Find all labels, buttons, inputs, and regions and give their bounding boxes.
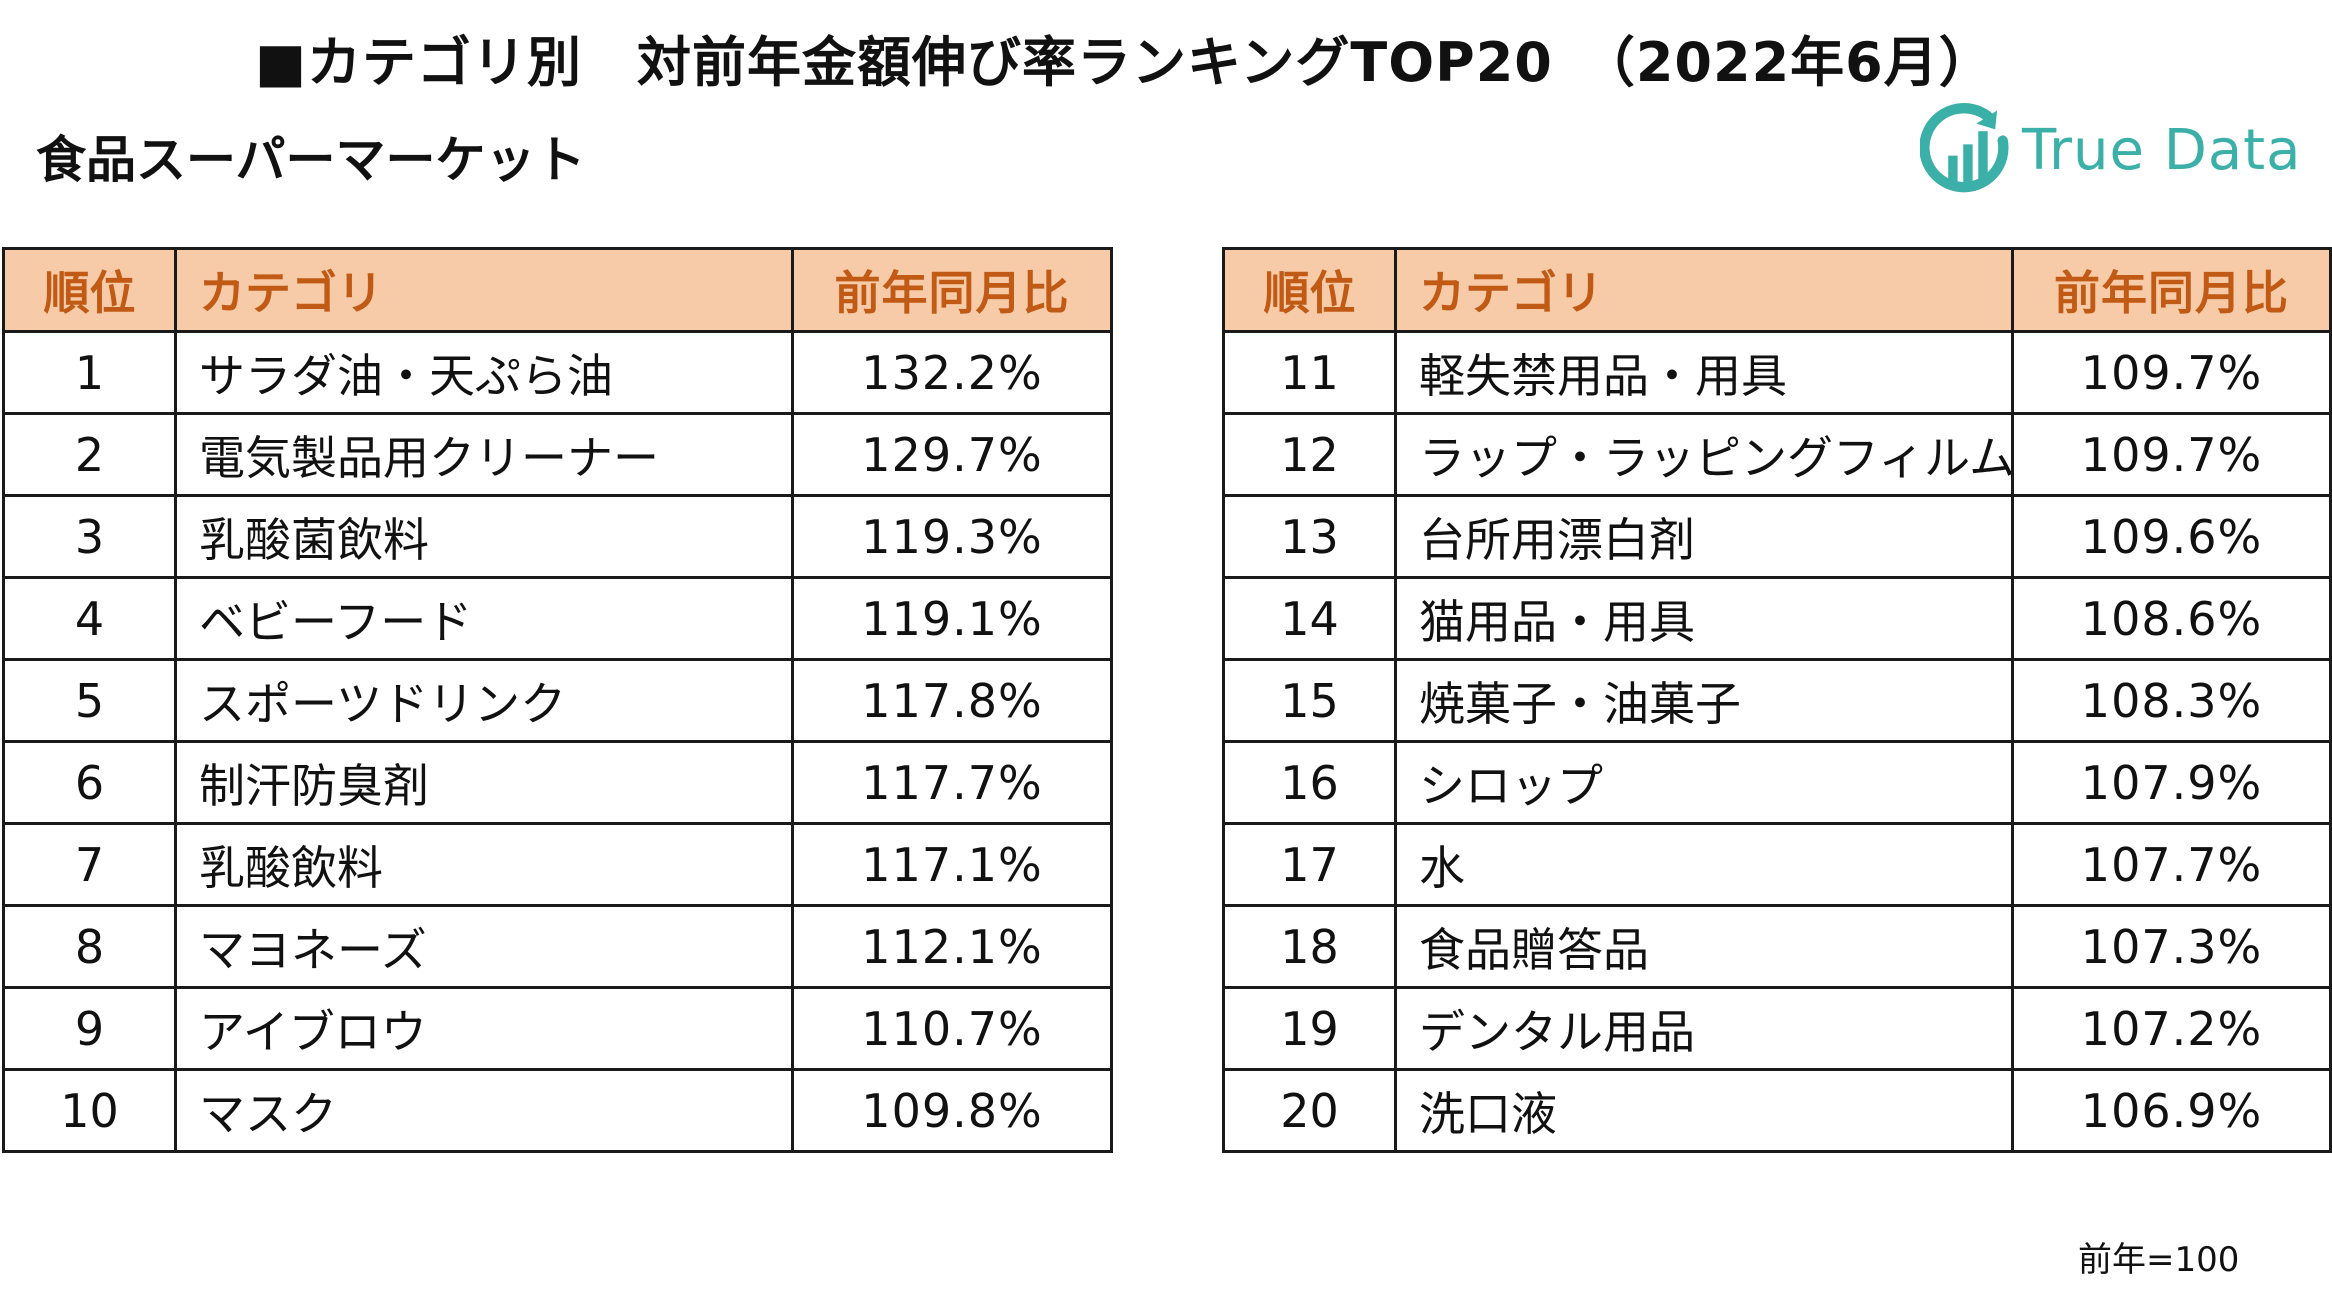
table-row: 15 焼菓子・油菓子 108.3% bbox=[1222, 658, 2332, 743]
ratio-cell: 112.1% bbox=[791, 904, 1113, 989]
ratio-cell: 107.3% bbox=[2011, 904, 2332, 989]
category-cell: 乳酸飲料 bbox=[174, 822, 794, 907]
category-cell: マヨネーズ bbox=[174, 904, 794, 989]
category-cell: マスク bbox=[174, 1068, 794, 1153]
header-ratio: 前年同月比 bbox=[2011, 247, 2332, 333]
rank-cell: 17 bbox=[1222, 822, 1397, 907]
table-row: 11 軽失禁用品・用具 109.7% bbox=[1222, 330, 2332, 415]
category-cell: 乳酸菌飲料 bbox=[174, 494, 794, 579]
ratio-cell: 119.3% bbox=[791, 494, 1113, 579]
table-row: 7 乳酸飲料 117.1% bbox=[2, 822, 1113, 907]
ratio-cell: 117.8% bbox=[791, 658, 1113, 743]
table-row: 3 乳酸菌飲料 119.3% bbox=[2, 494, 1113, 579]
table-row: 19 デンタル用品 107.2% bbox=[1222, 986, 2332, 1071]
category-cell: 水 bbox=[1394, 822, 2014, 907]
ratio-cell: 108.6% bbox=[2011, 576, 2332, 661]
rank-cell: 14 bbox=[1222, 576, 1397, 661]
table-header-row: 順位 カテゴリ 前年同月比 bbox=[1222, 247, 2332, 333]
table-row: 18 食品贈答品 107.3% bbox=[1222, 904, 2332, 989]
ranking-table-right: 順位 カテゴリ 前年同月比 11 軽失禁用品・用具 109.7% 12 ラップ・ラッピン… bbox=[1222, 247, 2332, 1153]
rank-cell: 3 bbox=[2, 494, 177, 579]
table-row: 13 台所用漂白剤 109.6% bbox=[1222, 494, 2332, 579]
ranking-table-left: 順位 カテゴリ 前年同月比 1 サラダ油・天ぷら油 132.2% 2 電気製品用クリーナ… bbox=[2, 247, 1113, 1153]
category-cell: 洗口液 bbox=[1394, 1068, 2014, 1153]
rank-cell: 15 bbox=[1222, 658, 1397, 743]
rank-cell: 20 bbox=[1222, 1068, 1397, 1153]
rank-cell: 16 bbox=[1222, 740, 1397, 825]
bar-chart-circle-icon bbox=[1920, 103, 2009, 193]
table-row: 5 スポーツドリンク 117.8% bbox=[2, 658, 1113, 743]
rank-cell: 9 bbox=[2, 986, 177, 1071]
ratio-cell: 129.7% bbox=[791, 412, 1113, 497]
table-row: 2 電気製品用クリーナー 129.7% bbox=[2, 412, 1113, 497]
table-row: 4 ベビーフード 119.1% bbox=[2, 576, 1113, 661]
header-category: カテゴリ bbox=[1394, 247, 2014, 333]
category-cell: シロップ bbox=[1394, 740, 2014, 825]
rank-cell: 10 bbox=[2, 1068, 177, 1153]
rank-cell: 13 bbox=[1222, 494, 1397, 579]
table-row: 17 水 107.7% bbox=[1222, 822, 2332, 907]
rank-cell: 5 bbox=[2, 658, 177, 743]
rank-cell: 18 bbox=[1222, 904, 1397, 989]
rank-cell: 7 bbox=[2, 822, 177, 907]
ratio-cell: 110.7% bbox=[791, 986, 1113, 1071]
table-row: 14 猫用品・用具 108.6% bbox=[1222, 576, 2332, 661]
table-row: 1 サラダ油・天ぷら油 132.2% bbox=[2, 330, 1113, 415]
ratio-cell: 117.7% bbox=[791, 740, 1113, 825]
page-subtitle: 食品スーパーマーケット bbox=[36, 131, 586, 189]
rank-cell: 1 bbox=[2, 330, 177, 415]
ratio-cell: 107.9% bbox=[2011, 740, 2332, 825]
page-title: ■カテゴリ別 対前年金額伸び率ランキングTOP20 （2022年6月） bbox=[255, 31, 1994, 94]
table-row: 20 洗口液 106.9% bbox=[1222, 1068, 2332, 1153]
rank-cell: 8 bbox=[2, 904, 177, 989]
table-row: 12 ラップ・ラッピングフィルム 109.7% bbox=[1222, 412, 2332, 497]
logo-text: True Data bbox=[2022, 117, 2302, 183]
ratio-cell: 108.3% bbox=[2011, 658, 2332, 743]
category-cell: 台所用漂白剤 bbox=[1394, 494, 2014, 579]
ratio-cell: 109.7% bbox=[2011, 412, 2332, 497]
rank-cell: 2 bbox=[2, 412, 177, 497]
category-cell: デンタル用品 bbox=[1394, 986, 2014, 1071]
category-cell: 食品贈答品 bbox=[1394, 904, 2014, 989]
header-ratio: 前年同月比 bbox=[791, 247, 1113, 333]
ratio-cell: 107.7% bbox=[2011, 822, 2332, 907]
category-cell: 制汗防臭剤 bbox=[174, 740, 794, 825]
rank-cell: 19 bbox=[1222, 986, 1397, 1071]
table-row: 6 制汗防臭剤 117.7% bbox=[2, 740, 1113, 825]
ratio-cell: 109.7% bbox=[2011, 330, 2332, 415]
rank-cell: 4 bbox=[2, 576, 177, 661]
table-header-row: 順位 カテゴリ 前年同月比 bbox=[2, 247, 1113, 333]
rank-cell: 11 bbox=[1222, 330, 1397, 415]
rank-cell: 12 bbox=[1222, 412, 1397, 497]
header-rank: 順位 bbox=[1222, 247, 1397, 333]
category-cell: 電気製品用クリーナー bbox=[174, 412, 794, 497]
ratio-cell: 107.2% bbox=[2011, 986, 2332, 1071]
category-cell: ベビーフード bbox=[174, 576, 794, 661]
table-row: 9 アイブロウ 110.7% bbox=[2, 986, 1113, 1071]
rank-cell: 6 bbox=[2, 740, 177, 825]
ratio-cell: 117.1% bbox=[791, 822, 1113, 907]
ratio-cell: 132.2% bbox=[791, 330, 1113, 415]
ratio-cell: 106.9% bbox=[2011, 1068, 2332, 1153]
category-cell: アイブロウ bbox=[174, 986, 794, 1071]
category-cell: スポーツドリンク bbox=[174, 658, 794, 743]
table-row: 10 マスク 109.8% bbox=[2, 1068, 1113, 1153]
category-cell: ラップ・ラッピングフィルム bbox=[1394, 412, 2014, 497]
ratio-cell: 119.1% bbox=[791, 576, 1113, 661]
ratio-cell: 109.8% bbox=[791, 1068, 1113, 1153]
footnote: 前年=100 bbox=[2078, 1240, 2240, 1280]
category-cell: 焼菓子・油菓子 bbox=[1394, 658, 2014, 743]
table-row: 8 マヨネーズ 112.1% bbox=[2, 904, 1113, 989]
true-data-logo: True Data bbox=[1920, 102, 2301, 198]
category-cell: 猫用品・用具 bbox=[1394, 576, 2014, 661]
category-cell: サラダ油・天ぷら油 bbox=[174, 330, 794, 415]
category-cell: 軽失禁用品・用具 bbox=[1394, 330, 2014, 415]
header-rank: 順位 bbox=[2, 247, 177, 333]
ratio-cell: 109.6% bbox=[2011, 494, 2332, 579]
table-row: 16 シロップ 107.9% bbox=[1222, 740, 2332, 825]
header-category: カテゴリ bbox=[174, 247, 794, 333]
